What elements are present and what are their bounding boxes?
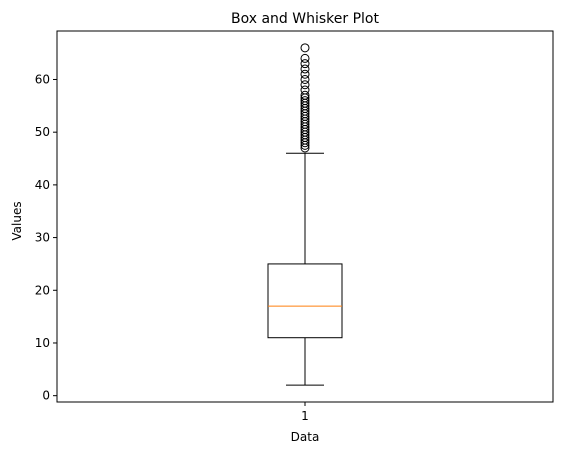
x-axis-ticks: 1 xyxy=(301,402,309,423)
chart-title: Box and Whisker Plot xyxy=(231,11,379,27)
outlier-point xyxy=(300,43,310,53)
y-axis-ticks: 0 10 20 30 40 50 60 xyxy=(35,72,57,403)
box-series xyxy=(267,152,343,386)
outlier-point xyxy=(300,74,310,84)
y-tick-label: 30 xyxy=(35,231,50,245)
y-axis-label: Values xyxy=(10,201,24,240)
y-tick-label: 60 xyxy=(35,72,50,86)
y-tick-label: 20 xyxy=(35,283,50,297)
y-tick-label: 10 xyxy=(35,336,50,350)
outlier-point xyxy=(300,53,310,63)
plot-area: 0 10 20 30 40 50 60 1 xyxy=(35,30,554,423)
outlier-point xyxy=(300,69,310,79)
outlier-point xyxy=(300,59,310,69)
iqr-box xyxy=(267,263,343,339)
y-tick-label: 50 xyxy=(35,125,50,139)
outlier-point xyxy=(300,96,310,106)
outlier-point xyxy=(300,64,310,74)
outlier-point xyxy=(300,80,310,90)
outlier-points xyxy=(300,43,310,153)
y-tick-label: 40 xyxy=(35,178,50,192)
y-tick-label: 0 xyxy=(42,389,50,403)
outlier-point xyxy=(300,85,310,95)
x-axis-label: Data xyxy=(291,430,320,444)
x-tick-label: 1 xyxy=(301,409,309,423)
outlier-point xyxy=(300,90,310,100)
